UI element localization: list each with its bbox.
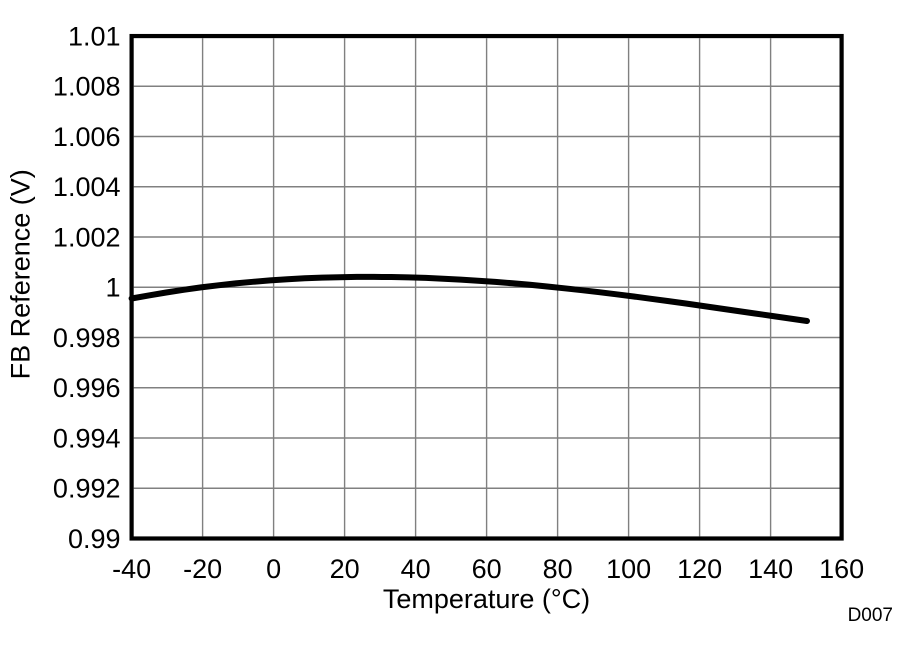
svg-text:0: 0 <box>266 554 281 584</box>
svg-text:60: 60 <box>472 554 502 584</box>
svg-text:0.992: 0.992 <box>53 474 121 504</box>
svg-text:-40: -40 <box>112 554 151 584</box>
svg-text:80: 80 <box>543 554 573 584</box>
svg-text:0.99: 0.99 <box>68 524 121 554</box>
svg-text:D007: D007 <box>848 605 893 626</box>
svg-text:1.01: 1.01 <box>68 21 121 51</box>
svg-text:160: 160 <box>819 554 864 584</box>
svg-text:0.996: 0.996 <box>53 373 121 403</box>
svg-text:1.002: 1.002 <box>53 222 121 252</box>
svg-text:0.998: 0.998 <box>53 323 121 353</box>
svg-text:FB Reference (V): FB Reference (V) <box>6 169 36 379</box>
svg-text:Temperature (°C): Temperature (°C) <box>383 584 590 614</box>
svg-text:40: 40 <box>401 554 431 584</box>
svg-text:0.994: 0.994 <box>53 423 121 453</box>
svg-text:1.008: 1.008 <box>53 72 121 102</box>
svg-text:20: 20 <box>330 554 360 584</box>
svg-text:1.004: 1.004 <box>53 172 121 202</box>
svg-text:100: 100 <box>606 554 651 584</box>
svg-text:-20: -20 <box>183 554 222 584</box>
svg-text:1: 1 <box>105 273 120 303</box>
svg-text:140: 140 <box>748 554 793 584</box>
svg-text:120: 120 <box>677 554 722 584</box>
svg-text:1.006: 1.006 <box>53 122 121 152</box>
